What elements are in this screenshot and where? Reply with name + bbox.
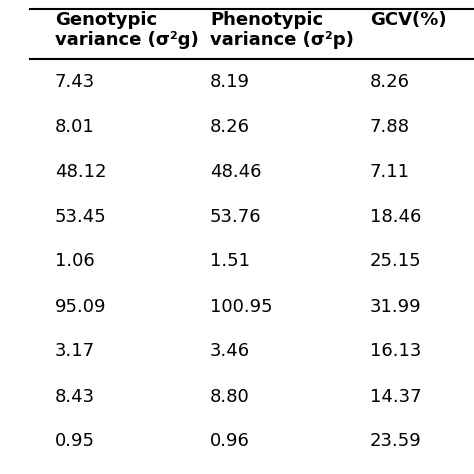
Text: 8.26: 8.26 [210, 118, 250, 136]
Text: 95.09: 95.09 [55, 298, 107, 316]
Text: Genotypic: Genotypic [55, 11, 157, 29]
Text: 18.46: 18.46 [370, 208, 421, 226]
Text: variance (σ²g): variance (σ²g) [55, 31, 199, 49]
Text: 3.46: 3.46 [210, 343, 250, 361]
Text: 7.11: 7.11 [370, 163, 410, 181]
Text: 8.19: 8.19 [210, 73, 250, 91]
Text: 48.12: 48.12 [55, 163, 107, 181]
Text: 1.51: 1.51 [210, 253, 250, 271]
Text: Phenotypic: Phenotypic [210, 11, 323, 29]
Text: 23.59: 23.59 [370, 432, 422, 450]
Text: GCV(%): GCV(%) [370, 11, 447, 29]
Text: 8.26: 8.26 [370, 73, 410, 91]
Text: 0.95: 0.95 [55, 432, 95, 450]
Text: 7.43: 7.43 [55, 73, 95, 91]
Text: 8.01: 8.01 [55, 118, 95, 136]
Text: 100.95: 100.95 [210, 298, 273, 316]
Text: 25.15: 25.15 [370, 253, 422, 271]
Text: 53.76: 53.76 [210, 208, 262, 226]
Text: 16.13: 16.13 [370, 343, 421, 361]
Text: 31.99: 31.99 [370, 298, 422, 316]
Text: 8.80: 8.80 [210, 388, 250, 405]
Text: 8.43: 8.43 [55, 388, 95, 405]
Text: 0.96: 0.96 [210, 432, 250, 450]
Text: 48.46: 48.46 [210, 163, 262, 181]
Text: variance (σ²p): variance (σ²p) [210, 31, 354, 49]
Text: 1.06: 1.06 [55, 253, 95, 271]
Text: 7.88: 7.88 [370, 118, 410, 136]
Text: 3.17: 3.17 [55, 343, 95, 361]
Text: 53.45: 53.45 [55, 208, 107, 226]
Text: 14.37: 14.37 [370, 388, 422, 405]
